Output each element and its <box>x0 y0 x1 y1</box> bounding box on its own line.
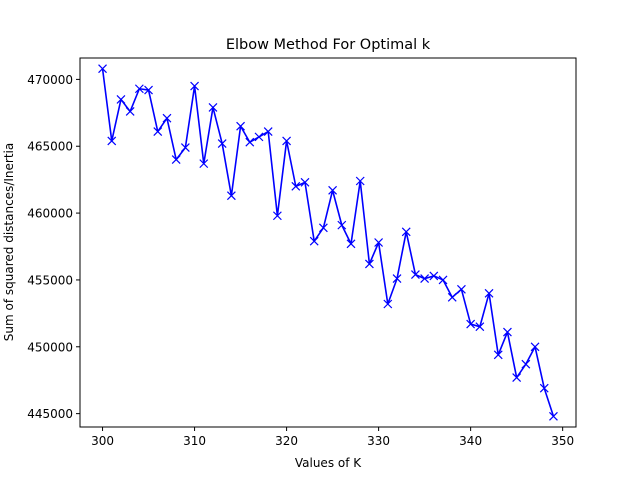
data-point-marker <box>438 275 448 285</box>
data-point-marker <box>429 271 439 281</box>
data-point-marker <box>272 211 282 221</box>
data-point-marker <box>180 143 190 153</box>
data-point-marker <box>98 64 107 74</box>
data-point-marker <box>521 359 531 369</box>
data-point-marker <box>263 127 273 136</box>
data-point-marker <box>300 177 310 187</box>
x-tick-label: 320 <box>275 434 298 448</box>
data-point-marker <box>493 350 503 360</box>
x-tick-label: 340 <box>459 434 482 448</box>
data-point-marker <box>217 139 227 148</box>
data-point-marker <box>337 220 347 230</box>
data-point-marker <box>401 227 411 237</box>
data-point-marker <box>144 85 153 95</box>
data-point-marker <box>539 383 549 393</box>
data-point-marker <box>125 107 135 116</box>
data-point-marker <box>447 292 457 302</box>
data-point-marker <box>226 191 236 201</box>
data-point-marker <box>410 270 420 280</box>
y-tick-label: 455000 <box>27 273 73 287</box>
data-point-marker <box>309 236 319 246</box>
data-point-marker <box>355 176 365 186</box>
data-point-marker <box>420 274 430 284</box>
data-point-marker <box>208 103 218 112</box>
data-point-marker <box>254 132 264 142</box>
x-tick-label: 310 <box>183 434 206 448</box>
series-markers <box>98 64 558 421</box>
y-tick-label: 445000 <box>27 407 73 421</box>
x-axis-label: Values of K <box>295 456 362 470</box>
data-point-marker <box>364 259 374 269</box>
data-point-marker <box>383 299 393 309</box>
data-point-marker <box>190 81 199 91</box>
data-point-marker <box>475 322 485 332</box>
data-point-marker <box>282 136 292 146</box>
data-point-marker <box>328 185 338 195</box>
data-point-marker <box>466 319 476 329</box>
plot-area-frame <box>79 57 577 428</box>
data-point-marker <box>199 159 209 169</box>
data-point-marker <box>291 181 301 191</box>
data-point-marker <box>457 284 466 294</box>
data-point-marker <box>530 342 540 352</box>
data-point-marker <box>134 84 144 94</box>
data-point-marker <box>346 239 356 249</box>
y-tick-label: 460000 <box>27 207 73 221</box>
x-tick-label: 300 <box>91 434 114 448</box>
data-point-marker <box>549 411 558 421</box>
data-point-marker <box>171 155 181 165</box>
x-tick-label: 350 <box>551 434 574 448</box>
chart-title: Elbow Method For Optimal k <box>226 37 431 53</box>
data-point-marker <box>484 288 494 298</box>
data-point-marker <box>236 121 246 131</box>
data-point-marker <box>512 373 522 382</box>
data-point-marker <box>503 327 512 337</box>
data-point-marker <box>153 127 163 136</box>
data-point-marker <box>116 95 126 104</box>
data-point-marker <box>392 274 402 284</box>
data-point-marker <box>318 223 328 233</box>
data-point-marker <box>107 136 117 146</box>
data-point-marker <box>374 238 384 247</box>
x-tick-label: 330 <box>367 434 390 448</box>
y-tick-label: 465000 <box>27 140 73 154</box>
data-point-marker <box>245 137 255 147</box>
y-axis-label: Sum of squared distances/Inertia <box>2 143 16 341</box>
y-tick-label: 450000 <box>27 340 73 354</box>
data-point-marker <box>162 113 172 123</box>
y-tick-label: 470000 <box>27 73 73 87</box>
axis-ticks: 300 310 320 330 340 350 445000 450000 455000 4600… <box>27 73 574 448</box>
